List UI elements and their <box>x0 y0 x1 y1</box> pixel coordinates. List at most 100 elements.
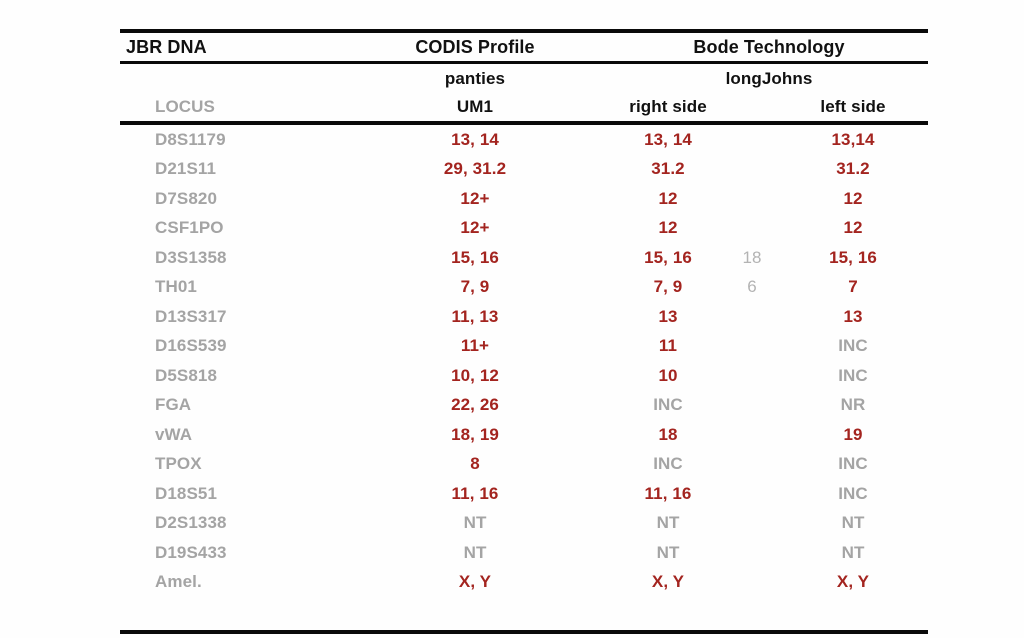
table-row: D19S433 NT NT NT <box>120 538 928 568</box>
right-side-value-cell: 12 <box>658 188 678 208</box>
locus-cell: Amel. <box>155 572 202 592</box>
table-row: vWA 18, 19 18 19 <box>120 420 928 450</box>
left-side-value-cell: X, Y <box>836 572 870 592</box>
locus-cell: FGA <box>155 395 192 415</box>
longjohns-label: longJohns <box>725 68 813 88</box>
codis-value-cell: X, Y <box>458 572 492 592</box>
codis-value-cell: 15, 16 <box>451 247 499 267</box>
table-bottom-rule <box>120 630 928 634</box>
table-top-rule <box>120 29 928 33</box>
panties-label: panties <box>444 68 506 88</box>
left-side-value-cell: 31.2 <box>836 159 870 179</box>
bode-technology-title: Bode Technology <box>693 36 845 57</box>
right-side-value-cell: 11 <box>658 336 678 356</box>
left-side-value-cell: 15, 16 <box>829 247 877 267</box>
table-row: D18S51 11, 16 11, 16 INC <box>120 479 928 509</box>
left-side-value-cell: INC <box>838 336 868 356</box>
locus-cell: CSF1PO <box>155 218 224 238</box>
left-side-value-cell: NR <box>840 395 866 415</box>
table-body-rule <box>120 121 928 125</box>
codis-value-cell: 22, 26 <box>451 395 499 415</box>
codis-value-cell: 12+ <box>460 218 490 238</box>
table-column-header-row: LOCUS UM1 right side left side <box>120 93 928 121</box>
left-side-value-cell: 19 <box>843 424 863 444</box>
left-side-value-cell: NT <box>841 542 865 562</box>
left-side-value-cell: 7 <box>848 277 858 297</box>
codis-value-cell: 11+ <box>460 336 490 356</box>
codis-profile-title: CODIS Profile <box>415 36 535 57</box>
codis-value-cell: 10, 12 <box>451 365 499 385</box>
table-row: D2S1338 NT NT NT <box>120 509 928 539</box>
table-row: D7S820 12+ 12 12 <box>120 184 928 214</box>
table-row: TH01 7, 9 7, 9 6 7 <box>120 273 928 303</box>
left-side-value-cell: 13,14 <box>831 129 875 149</box>
right-side-value-cell: 12 <box>658 218 678 238</box>
table-row: D16S539 11+ 11 INC <box>120 332 928 362</box>
table-row: D13S317 11, 13 13 13 <box>120 302 928 332</box>
left-side-value-cell: INC <box>838 483 868 503</box>
table-row: Amel. X, Y X, Y X, Y <box>120 568 928 598</box>
codis-value-cell: 11, 16 <box>451 483 499 503</box>
right-side-value-cell: INC <box>653 395 683 415</box>
right-side-value-cell: 15, 16 <box>644 247 692 267</box>
codis-value-cell: 12+ <box>460 188 490 208</box>
right-side-value-cell: 13, 14 <box>644 129 692 149</box>
codis-value-cell: 8 <box>470 454 480 474</box>
left-side-value-cell: NT <box>841 513 865 533</box>
right-side-value-cell: 10 <box>658 365 678 385</box>
locus-cell: D2S1338 <box>155 513 227 533</box>
codis-value-cell: 7, 9 <box>460 277 490 297</box>
left-side-value-cell: INC <box>838 365 868 385</box>
sample-title: JBR DNA <box>126 36 207 57</box>
table-row: D5S818 10, 12 10 INC <box>120 361 928 391</box>
locus-cell: D3S1358 <box>155 247 227 267</box>
table-row: FGA 22, 26 INC NR <box>120 391 928 421</box>
locus-cell: D7S820 <box>155 188 218 208</box>
table-row: TPOX 8 INC INC <box>120 450 928 480</box>
codis-value-cell: 13, 14 <box>451 129 499 149</box>
table-body: D8S1179 13, 14 13, 14 13,14 D21S11 29, 31.2 31… <box>120 125 928 597</box>
extra-value-cell: 6 <box>747 277 757 297</box>
codis-value-cell: NT <box>463 513 487 533</box>
locus-cell: TPOX <box>155 454 202 474</box>
locus-cell: D5S818 <box>155 365 218 385</box>
locus-cell: D18S51 <box>155 483 218 503</box>
right-side-value-cell: NT <box>656 542 680 562</box>
left-side-value-cell: 13 <box>843 306 863 326</box>
right-side-value-cell: NT <box>656 513 680 533</box>
right-side-value-cell: 11, 16 <box>644 483 692 503</box>
locus-cell: TH01 <box>155 277 197 297</box>
right-side-value-cell: 18 <box>658 424 678 444</box>
right-side-value-cell: 13 <box>658 306 678 326</box>
codis-value-cell: NT <box>463 542 487 562</box>
locus-cell: D21S11 <box>155 159 217 179</box>
um1-column-header: UM1 <box>456 97 494 116</box>
left-side-column-header: left side <box>820 97 886 116</box>
table-title-row: JBR DNA CODIS Profile Bode Technology <box>120 33 928 61</box>
left-side-value-cell: 12 <box>843 218 863 238</box>
table-row: D8S1179 13, 14 13, 14 13,14 <box>120 125 928 155</box>
table-row: D21S11 29, 31.2 31.2 31.2 <box>120 155 928 185</box>
table-subtitle-row: panties longJohns <box>120 64 928 93</box>
locus-cell: D13S317 <box>155 306 227 326</box>
extra-value-cell: 18 <box>742 247 762 267</box>
left-side-value-cell: INC <box>838 454 868 474</box>
right-side-value-cell: INC <box>653 454 683 474</box>
right-side-value-cell: 7, 9 <box>653 277 683 297</box>
codis-value-cell: 11, 13 <box>451 306 499 326</box>
dna-profile-table: JBR DNA CODIS Profile Bode Technology pa… <box>120 29 928 597</box>
left-side-value-cell: 12 <box>843 188 863 208</box>
right-side-column-header: right side <box>629 97 707 116</box>
locus-cell: D19S433 <box>155 542 227 562</box>
table-header-rule <box>120 61 928 64</box>
right-side-value-cell: X, Y <box>651 572 685 592</box>
locus-cell: D16S539 <box>155 336 227 356</box>
locus-cell: vWA <box>155 424 193 444</box>
codis-value-cell: 18, 19 <box>451 424 499 444</box>
locus-cell: D8S1179 <box>155 129 226 149</box>
table-row: D3S1358 15, 16 15, 16 18 15, 16 <box>120 243 928 273</box>
table-row: CSF1PO 12+ 12 12 <box>120 214 928 244</box>
locus-column-header: LOCUS <box>155 97 215 116</box>
right-side-value-cell: 31.2 <box>651 159 685 179</box>
